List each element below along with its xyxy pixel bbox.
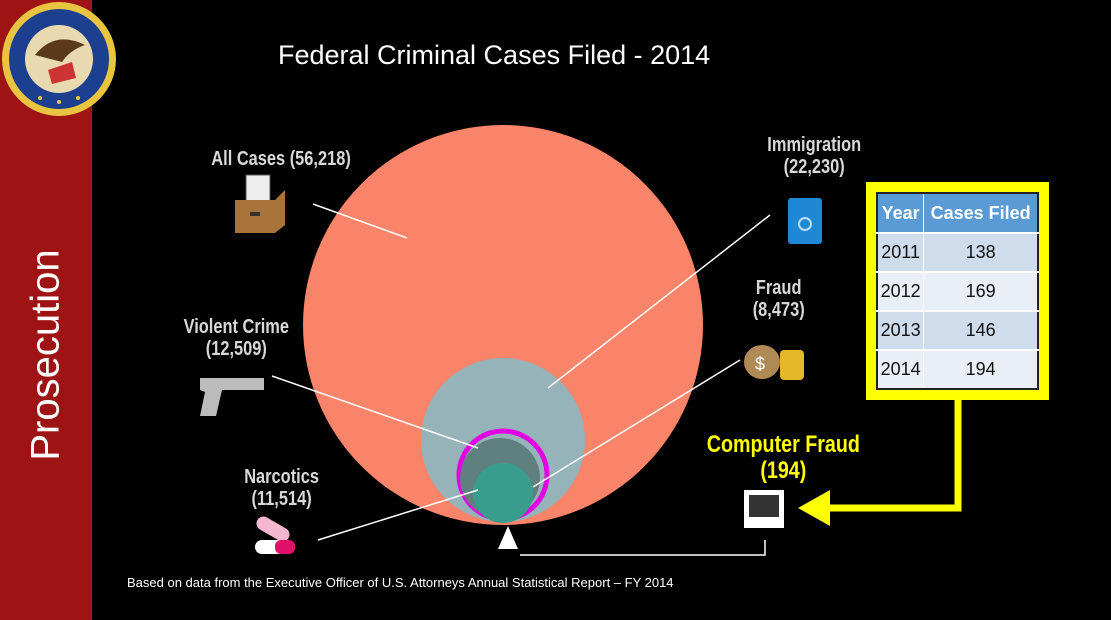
svg-text:$: $ — [755, 354, 765, 374]
computer-fraud-marker — [498, 526, 518, 549]
computer-icon — [744, 490, 784, 528]
label-all-cases: All Cases (56,218) — [211, 148, 351, 170]
header-cases: Cases Filed — [923, 193, 1039, 234]
label-fraud: Fraud (8,473) — [752, 277, 805, 321]
money-bag-icon: $ — [744, 345, 804, 380]
circle-all-cases — [303, 125, 703, 525]
label-narcotics: Narcotics (11,514) — [244, 466, 319, 510]
cases-table: Year Cases Filed 2011 138 2012 169 2013 146 … — [876, 192, 1039, 390]
circle-narcotics — [473, 463, 533, 523]
table-row: 2011 138 — [877, 232, 1039, 273]
source-note: Based on data from the Executive Officer… — [127, 575, 674, 590]
label-violent-crime: Violent Crime (12,509) — [183, 316, 289, 360]
file-box-icon — [235, 174, 285, 233]
computer-fraud-table-box: Year Cases Filed 2011 138 2012 169 2013 146 … — [866, 182, 1049, 400]
label-immigration: Immigration (22,230) — [767, 134, 862, 178]
label-computer-fraud: Computer Fraud (194) — [706, 431, 860, 484]
header-year: Year — [877, 193, 925, 234]
arrow-icon — [798, 490, 830, 526]
table-row: 2012 169 — [877, 271, 1039, 312]
table-row: 2013 146 — [877, 310, 1039, 350]
table-row: 2014 194 — [877, 349, 1039, 389]
pills-icon — [255, 516, 295, 554]
chart-title: Federal Criminal Cases Filed - 2014 — [278, 40, 711, 70]
doj-seal-logo — [2, 2, 116, 116]
pistol-icon — [200, 378, 264, 416]
passport-icon — [788, 198, 822, 244]
